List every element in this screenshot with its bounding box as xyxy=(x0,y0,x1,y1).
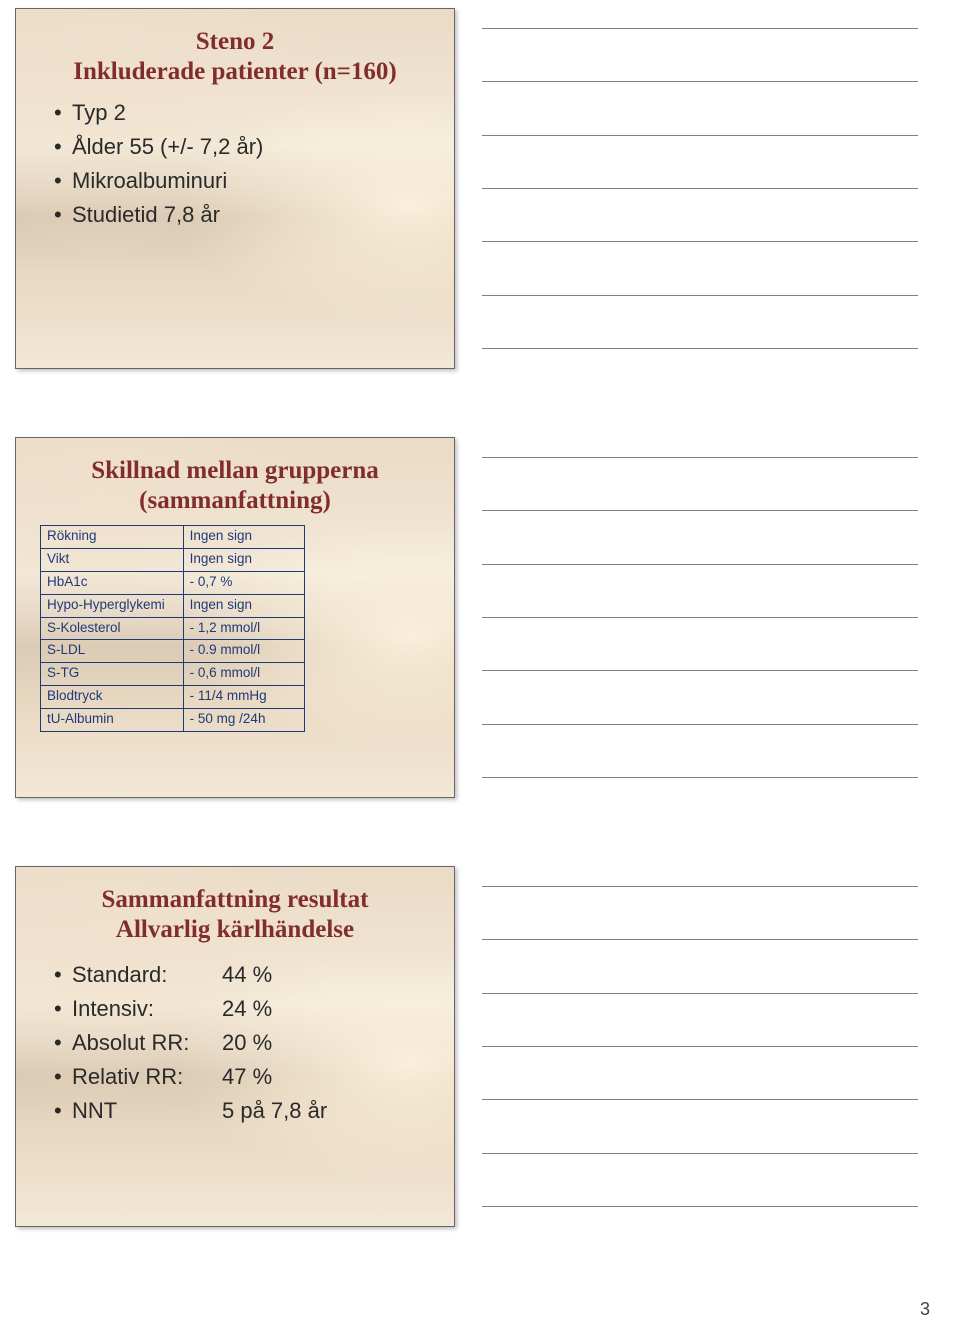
table-row: Blodtryck- 11/4 mmHg xyxy=(41,686,305,709)
list-item: Typ 2 xyxy=(54,96,430,130)
handout-row-3: Sammanfattning resultat Allvarlig kärlhä… xyxy=(0,866,960,1227)
item-key: NNT xyxy=(72,1094,222,1128)
slide-2-title-line2: (sammanfattning) xyxy=(139,487,331,514)
note-line xyxy=(482,28,918,29)
table-cell: - 0,7 % xyxy=(183,571,305,594)
list-item: NNT5 på 7,8 år xyxy=(54,1094,430,1128)
note-line xyxy=(482,617,918,618)
notes-2 xyxy=(470,437,948,798)
note-line xyxy=(482,348,918,349)
notes-1 xyxy=(470,8,948,369)
table-cell: HbA1c xyxy=(41,571,184,594)
page-number: 3 xyxy=(920,1299,930,1320)
list-item: Standard:44 % xyxy=(54,958,430,992)
slide-3-container: Sammanfattning resultat Allvarlig kärlhä… xyxy=(0,866,470,1227)
note-line xyxy=(482,939,918,940)
slide-1-title: Steno 2 Inkluderade patienter (n=160) xyxy=(40,27,430,86)
table-cell: Blodtryck xyxy=(41,686,184,709)
item-value: 24 % xyxy=(222,992,272,1026)
item-value: 47 % xyxy=(222,1060,272,1094)
slide-1-title-line2: Inkluderade patienter (n=160) xyxy=(73,58,397,85)
item-key: Intensiv: xyxy=(72,992,222,1026)
list-item: Studietid 7,8 år xyxy=(54,198,430,232)
handout-row-2: Skillnad mellan grupperna (sammanfattnin… xyxy=(0,437,960,798)
item-key: Standard: xyxy=(72,958,222,992)
handout-row-1: Steno 2 Inkluderade patienter (n=160) Ty… xyxy=(0,8,960,369)
note-line xyxy=(482,1206,918,1207)
slide-1-title-line1: Steno 2 xyxy=(196,28,274,55)
note-line xyxy=(482,993,918,994)
table-row: tU-Albumin- 50 mg /24h xyxy=(41,709,305,732)
note-line xyxy=(482,1046,918,1047)
slide-1-bullets: Typ 2Ålder 55 (+/- 7,2 år)Mikroalbuminur… xyxy=(40,96,430,232)
slide-1: Steno 2 Inkluderade patienter (n=160) Ty… xyxy=(15,8,455,369)
note-line xyxy=(482,188,918,189)
table-row: S-Kolesterol- 1,2 mmol/l xyxy=(41,617,305,640)
table-cell: S-Kolesterol xyxy=(41,617,184,640)
table-cell: - 0,6 mmol/l xyxy=(183,663,305,686)
table-cell: tU-Albumin xyxy=(41,709,184,732)
slide-3: Sammanfattning resultat Allvarlig kärlhä… xyxy=(15,866,455,1227)
note-line xyxy=(482,724,918,725)
list-item: Intensiv:24 % xyxy=(54,992,430,1026)
note-line xyxy=(482,564,918,565)
notes-3 xyxy=(470,866,948,1227)
item-value: 44 % xyxy=(222,958,272,992)
slide-2: Skillnad mellan grupperna (sammanfattnin… xyxy=(15,437,455,798)
table-cell: S-LDL xyxy=(41,640,184,663)
table-cell: Hypo-Hyperglykemi xyxy=(41,594,184,617)
table-cell: Ingen sign xyxy=(183,548,305,571)
table-row: S-TG- 0,6 mmol/l xyxy=(41,663,305,686)
note-line xyxy=(482,777,918,778)
slide-1-container: Steno 2 Inkluderade patienter (n=160) Ty… xyxy=(0,8,470,369)
slide-2-title-line1: Skillnad mellan grupperna xyxy=(91,457,379,484)
table-cell: - 0.9 mmol/l xyxy=(183,640,305,663)
table-row: ViktIngen sign xyxy=(41,548,305,571)
note-line xyxy=(482,135,918,136)
item-value: 5 på 7,8 år xyxy=(222,1094,327,1128)
list-item: Mikroalbuminuri xyxy=(54,164,430,198)
slide-3-title: Sammanfattning resultat Allvarlig kärlhä… xyxy=(40,885,430,944)
table-cell: Rökning xyxy=(41,526,184,549)
note-line xyxy=(482,295,918,296)
slide-3-title-line1: Sammanfattning resultat xyxy=(102,886,369,913)
table-row: Hypo-HyperglykemiIngen sign xyxy=(41,594,305,617)
note-line xyxy=(482,457,918,458)
table-cell: Ingen sign xyxy=(183,526,305,549)
table-cell: - 11/4 mmHg xyxy=(183,686,305,709)
note-line xyxy=(482,1099,918,1100)
table-row: S-LDL- 0.9 mmol/l xyxy=(41,640,305,663)
list-item: Relativ RR:47 % xyxy=(54,1060,430,1094)
table-cell: - 50 mg /24h xyxy=(183,709,305,732)
slide-3-title-line2: Allvarlig kärlhändelse xyxy=(116,916,354,943)
table-row: HbA1c- 0,7 % xyxy=(41,571,305,594)
note-line xyxy=(482,241,918,242)
list-item: Absolut RR:20 % xyxy=(54,1026,430,1060)
table-row: RökningIngen sign xyxy=(41,526,305,549)
list-item: Ålder 55 (+/- 7,2 år) xyxy=(54,130,430,164)
slide-3-items: Standard:44 %Intensiv:24 %Absolut RR:20 … xyxy=(40,958,430,1128)
note-line xyxy=(482,670,918,671)
note-line xyxy=(482,510,918,511)
table-cell: Vikt xyxy=(41,548,184,571)
item-key: Relativ RR: xyxy=(72,1060,222,1094)
note-line xyxy=(482,1153,918,1154)
table-cell: Ingen sign xyxy=(183,594,305,617)
item-key: Absolut RR: xyxy=(72,1026,222,1060)
table-cell: S-TG xyxy=(41,663,184,686)
item-value: 20 % xyxy=(222,1026,272,1060)
slide-2-container: Skillnad mellan grupperna (sammanfattnin… xyxy=(0,437,470,798)
slide-2-table: RökningIngen signViktIngen signHbA1c- 0,… xyxy=(40,525,305,732)
note-line xyxy=(482,886,918,887)
note-line xyxy=(482,81,918,82)
slide-2-title: Skillnad mellan grupperna (sammanfattnin… xyxy=(40,456,430,515)
table-cell: - 1,2 mmol/l xyxy=(183,617,305,640)
